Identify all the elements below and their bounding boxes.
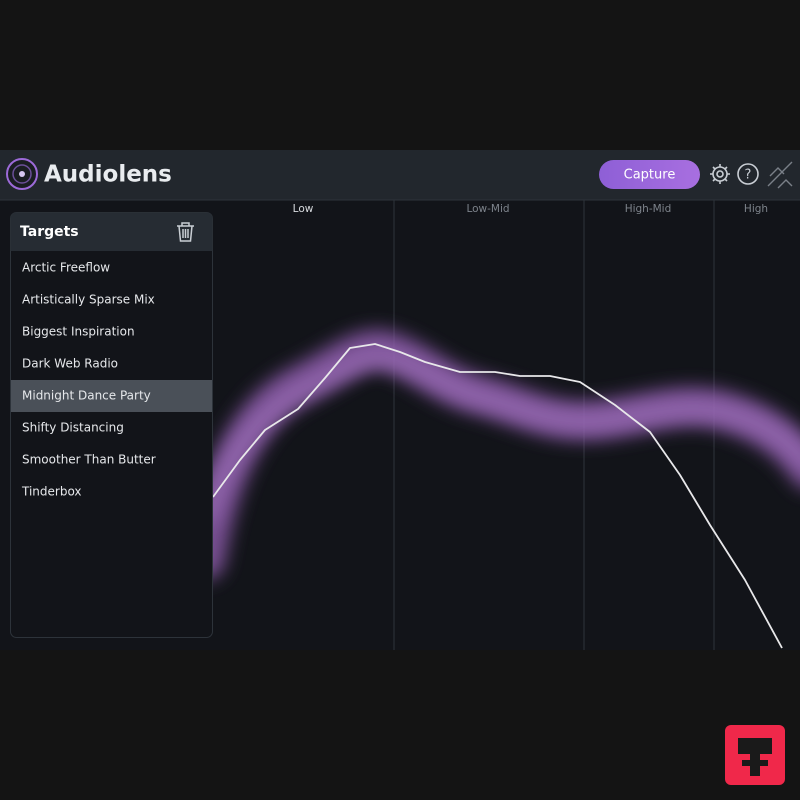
capture-button[interactable]	[599, 160, 700, 189]
band-label: High-Mid	[625, 203, 672, 215]
delete-icon[interactable]	[177, 222, 194, 242]
settings-icon[interactable]	[710, 164, 730, 184]
target-item[interactable]: Shifty Distancing	[22, 421, 124, 435]
app-logo	[6, 158, 38, 190]
targets-title: Targets	[20, 224, 79, 240]
watermark-badge	[725, 725, 785, 785]
target-item[interactable]: Biggest Inspiration	[22, 325, 135, 339]
targets-header	[10, 212, 213, 251]
target-item[interactable]: Artistically Sparse Mix	[22, 293, 155, 307]
help-icon[interactable]: ?	[737, 163, 759, 185]
target-item[interactable]: Smoother Than Butter	[22, 453, 156, 467]
targets-list: Arctic Freeflow Artistically Sparse Mix Bi…	[11, 261, 212, 499]
target-item[interactable]: Midnight Dance Party	[22, 389, 151, 403]
app-title: Audiolens	[44, 162, 172, 188]
capture-button-label[interactable]: Capture	[624, 168, 676, 183]
band-labels: Low Low-Mid High-Mid High	[293, 203, 768, 215]
target-item[interactable]: Arctic Freeflow	[22, 261, 110, 275]
link-icon[interactable]	[767, 161, 793, 189]
analysis-curve	[213, 343, 783, 649]
target-item[interactable]: Dark Web Radio	[22, 357, 118, 371]
plot-area	[213, 200, 800, 650]
band-label: High	[744, 203, 768, 215]
selected-row	[11, 380, 212, 412]
target-curve-core	[213, 349, 800, 522]
band-label: Low-Mid	[466, 203, 509, 215]
target-item[interactable]: Tinderbox	[21, 485, 82, 499]
svg-text:?: ?	[745, 168, 752, 183]
band-label: Low	[293, 203, 314, 215]
